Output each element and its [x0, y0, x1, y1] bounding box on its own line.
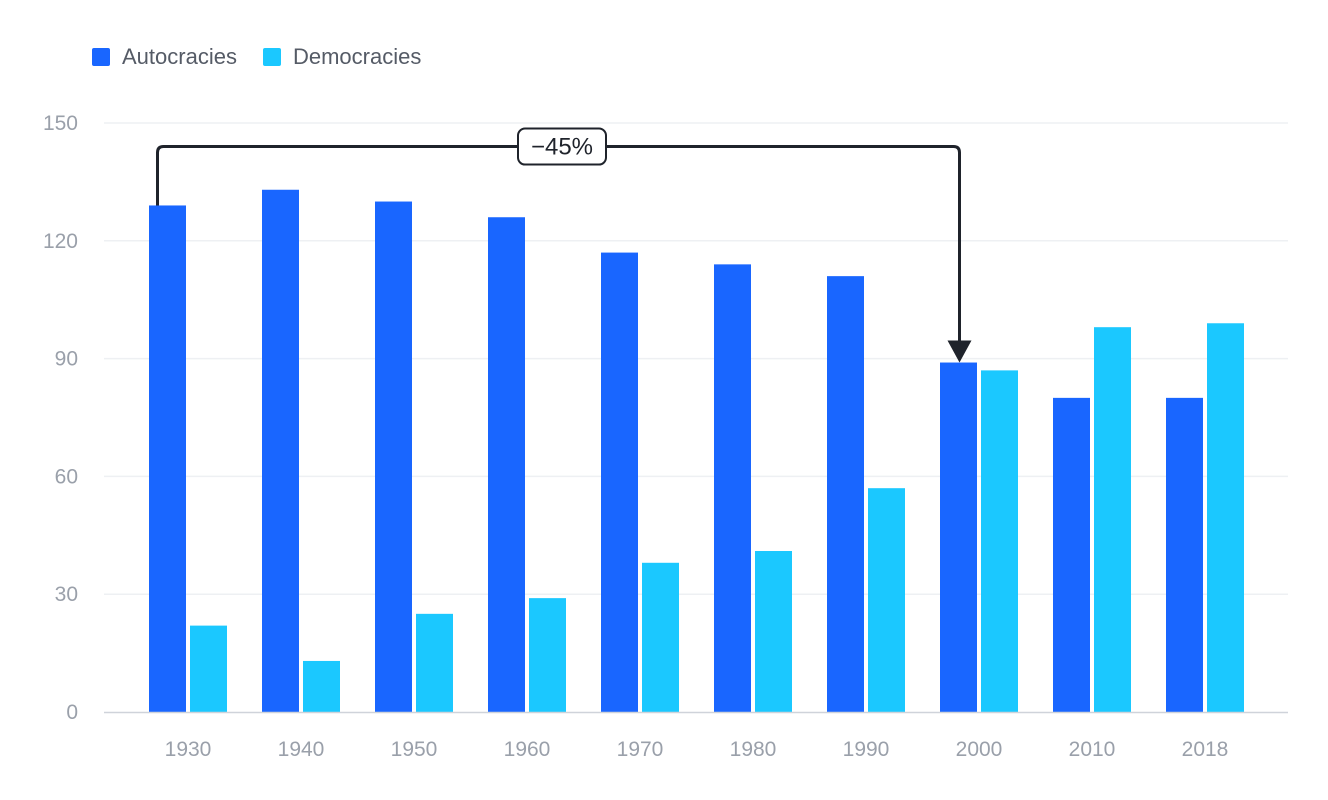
- legend-item-democracies[interactable]: Democracies: [262, 44, 422, 70]
- bar-democracies-1990[interactable]: [868, 488, 905, 712]
- grid-lines: [104, 122, 1288, 595]
- legend: Autocracies Democracies: [92, 44, 421, 70]
- x-tick-label: 2010: [1069, 738, 1116, 761]
- bar-democracies-1940[interactable]: [303, 660, 340, 712]
- axes: 0 30 60 90 120 150 1930 1940 1950 1960 1970 1980 199…: [43, 112, 1288, 761]
- legend-item-autocracies[interactable]: Autocracies: [92, 44, 237, 70]
- x-tick-label: 1960: [504, 738, 551, 761]
- y-tick-label: 60: [55, 465, 78, 488]
- bar-democracies-1970[interactable]: [642, 562, 679, 712]
- bar-autocracies-1980[interactable]: [714, 264, 751, 712]
- bar-autocracies-1990[interactable]: [827, 276, 864, 712]
- x-tick-label: 1930: [165, 738, 212, 761]
- y-tick-label: 30: [55, 583, 78, 606]
- bar-democracies-1930[interactable]: [190, 625, 227, 712]
- bar-democracies-2010[interactable]: [1094, 327, 1131, 712]
- y-tick-label: 90: [55, 348, 78, 371]
- annotation-arrowhead: [947, 340, 972, 363]
- annotation: −45%: [156, 127, 972, 363]
- bar-autocracies-2000[interactable]: [940, 362, 977, 712]
- legend-swatch-autocracies: [92, 48, 110, 66]
- bar-democracies-1950[interactable]: [416, 613, 453, 712]
- bar-democracies-1980[interactable]: [755, 551, 792, 712]
- bar-autocracies-2010[interactable]: [1053, 397, 1090, 712]
- x-tick-label: 1980: [730, 738, 777, 761]
- x-tick-label: 1990: [843, 738, 890, 761]
- bar-autocracies-1960[interactable]: [488, 217, 525, 713]
- bar-autocracies-1940[interactable]: [262, 189, 299, 713]
- bars: [149, 189, 1244, 713]
- legend-swatch-democracies: [262, 48, 281, 66]
- x-tick-label: 1950: [391, 738, 438, 761]
- bar-autocracies-1950[interactable]: [375, 201, 412, 713]
- bar-autocracies-1970[interactable]: [601, 252, 638, 712]
- bar-democracies-2000[interactable]: [981, 370, 1018, 712]
- x-tick-label: 1970: [617, 738, 664, 761]
- bar-autocracies-2018[interactable]: [1166, 397, 1203, 712]
- y-tick-label: 150: [43, 112, 78, 135]
- y-tick-label: 120: [43, 230, 78, 253]
- legend-label-democracies: Democracies: [292, 44, 422, 69]
- x-tick-label: 1940: [278, 738, 325, 761]
- annotation-label: −45%: [531, 134, 593, 161]
- bar-democracies-1960[interactable]: [529, 598, 566, 712]
- x-tick-label: 2000: [956, 738, 1003, 761]
- legend-label-autocracies: Autocracies: [122, 44, 237, 69]
- y-tick-label: 0: [66, 701, 78, 724]
- bar-democracies-2018[interactable]: [1207, 323, 1244, 712]
- annotation-label-box: [517, 127, 607, 166]
- x-tick-label: 2018: [1182, 738, 1229, 761]
- bar-autocracies-1930[interactable]: [149, 205, 186, 712]
